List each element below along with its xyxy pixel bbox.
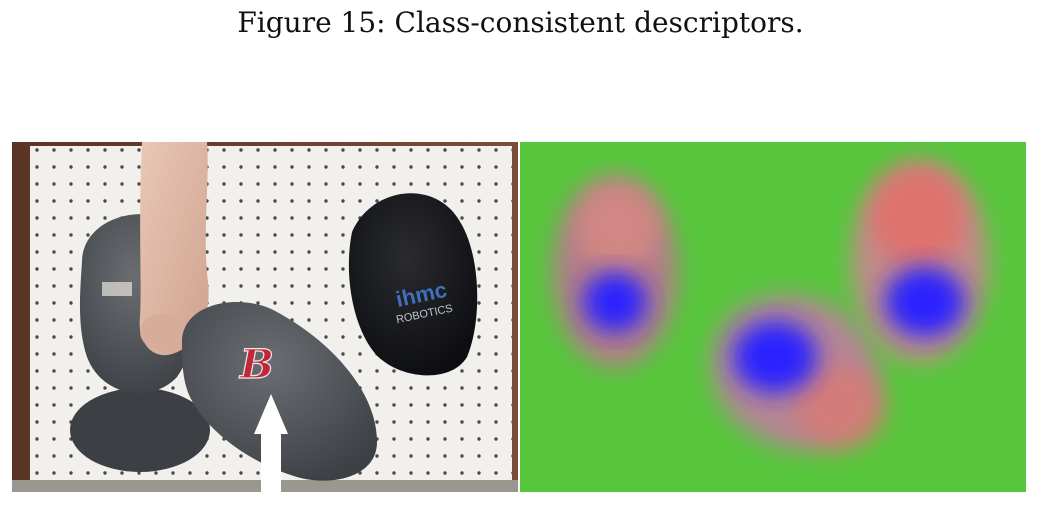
descriptor-blob-left bbox=[553, 177, 677, 367]
descriptor-blob-center bbox=[711, 295, 885, 449]
b-logo-text: B bbox=[239, 341, 274, 388]
rgb-image-panel: ihmc ROBOTICS B bbox=[12, 142, 518, 492]
descriptor-image bbox=[520, 142, 1026, 492]
gray-cap-center: B bbox=[182, 302, 377, 481]
descriptor-blob-right bbox=[852, 162, 988, 362]
figure: ihmc ROBOTICS B bbox=[12, 142, 1026, 492]
figure-caption: Figure 15: Class-consistent descriptors. bbox=[237, 6, 804, 39]
black-cap-right: ihmc ROBOTICS bbox=[348, 193, 478, 376]
descriptor-image-panel bbox=[520, 142, 1026, 492]
rgb-image: ihmc ROBOTICS B bbox=[12, 142, 518, 492]
arrow-indicator bbox=[254, 394, 288, 492]
hand bbox=[139, 142, 209, 356]
